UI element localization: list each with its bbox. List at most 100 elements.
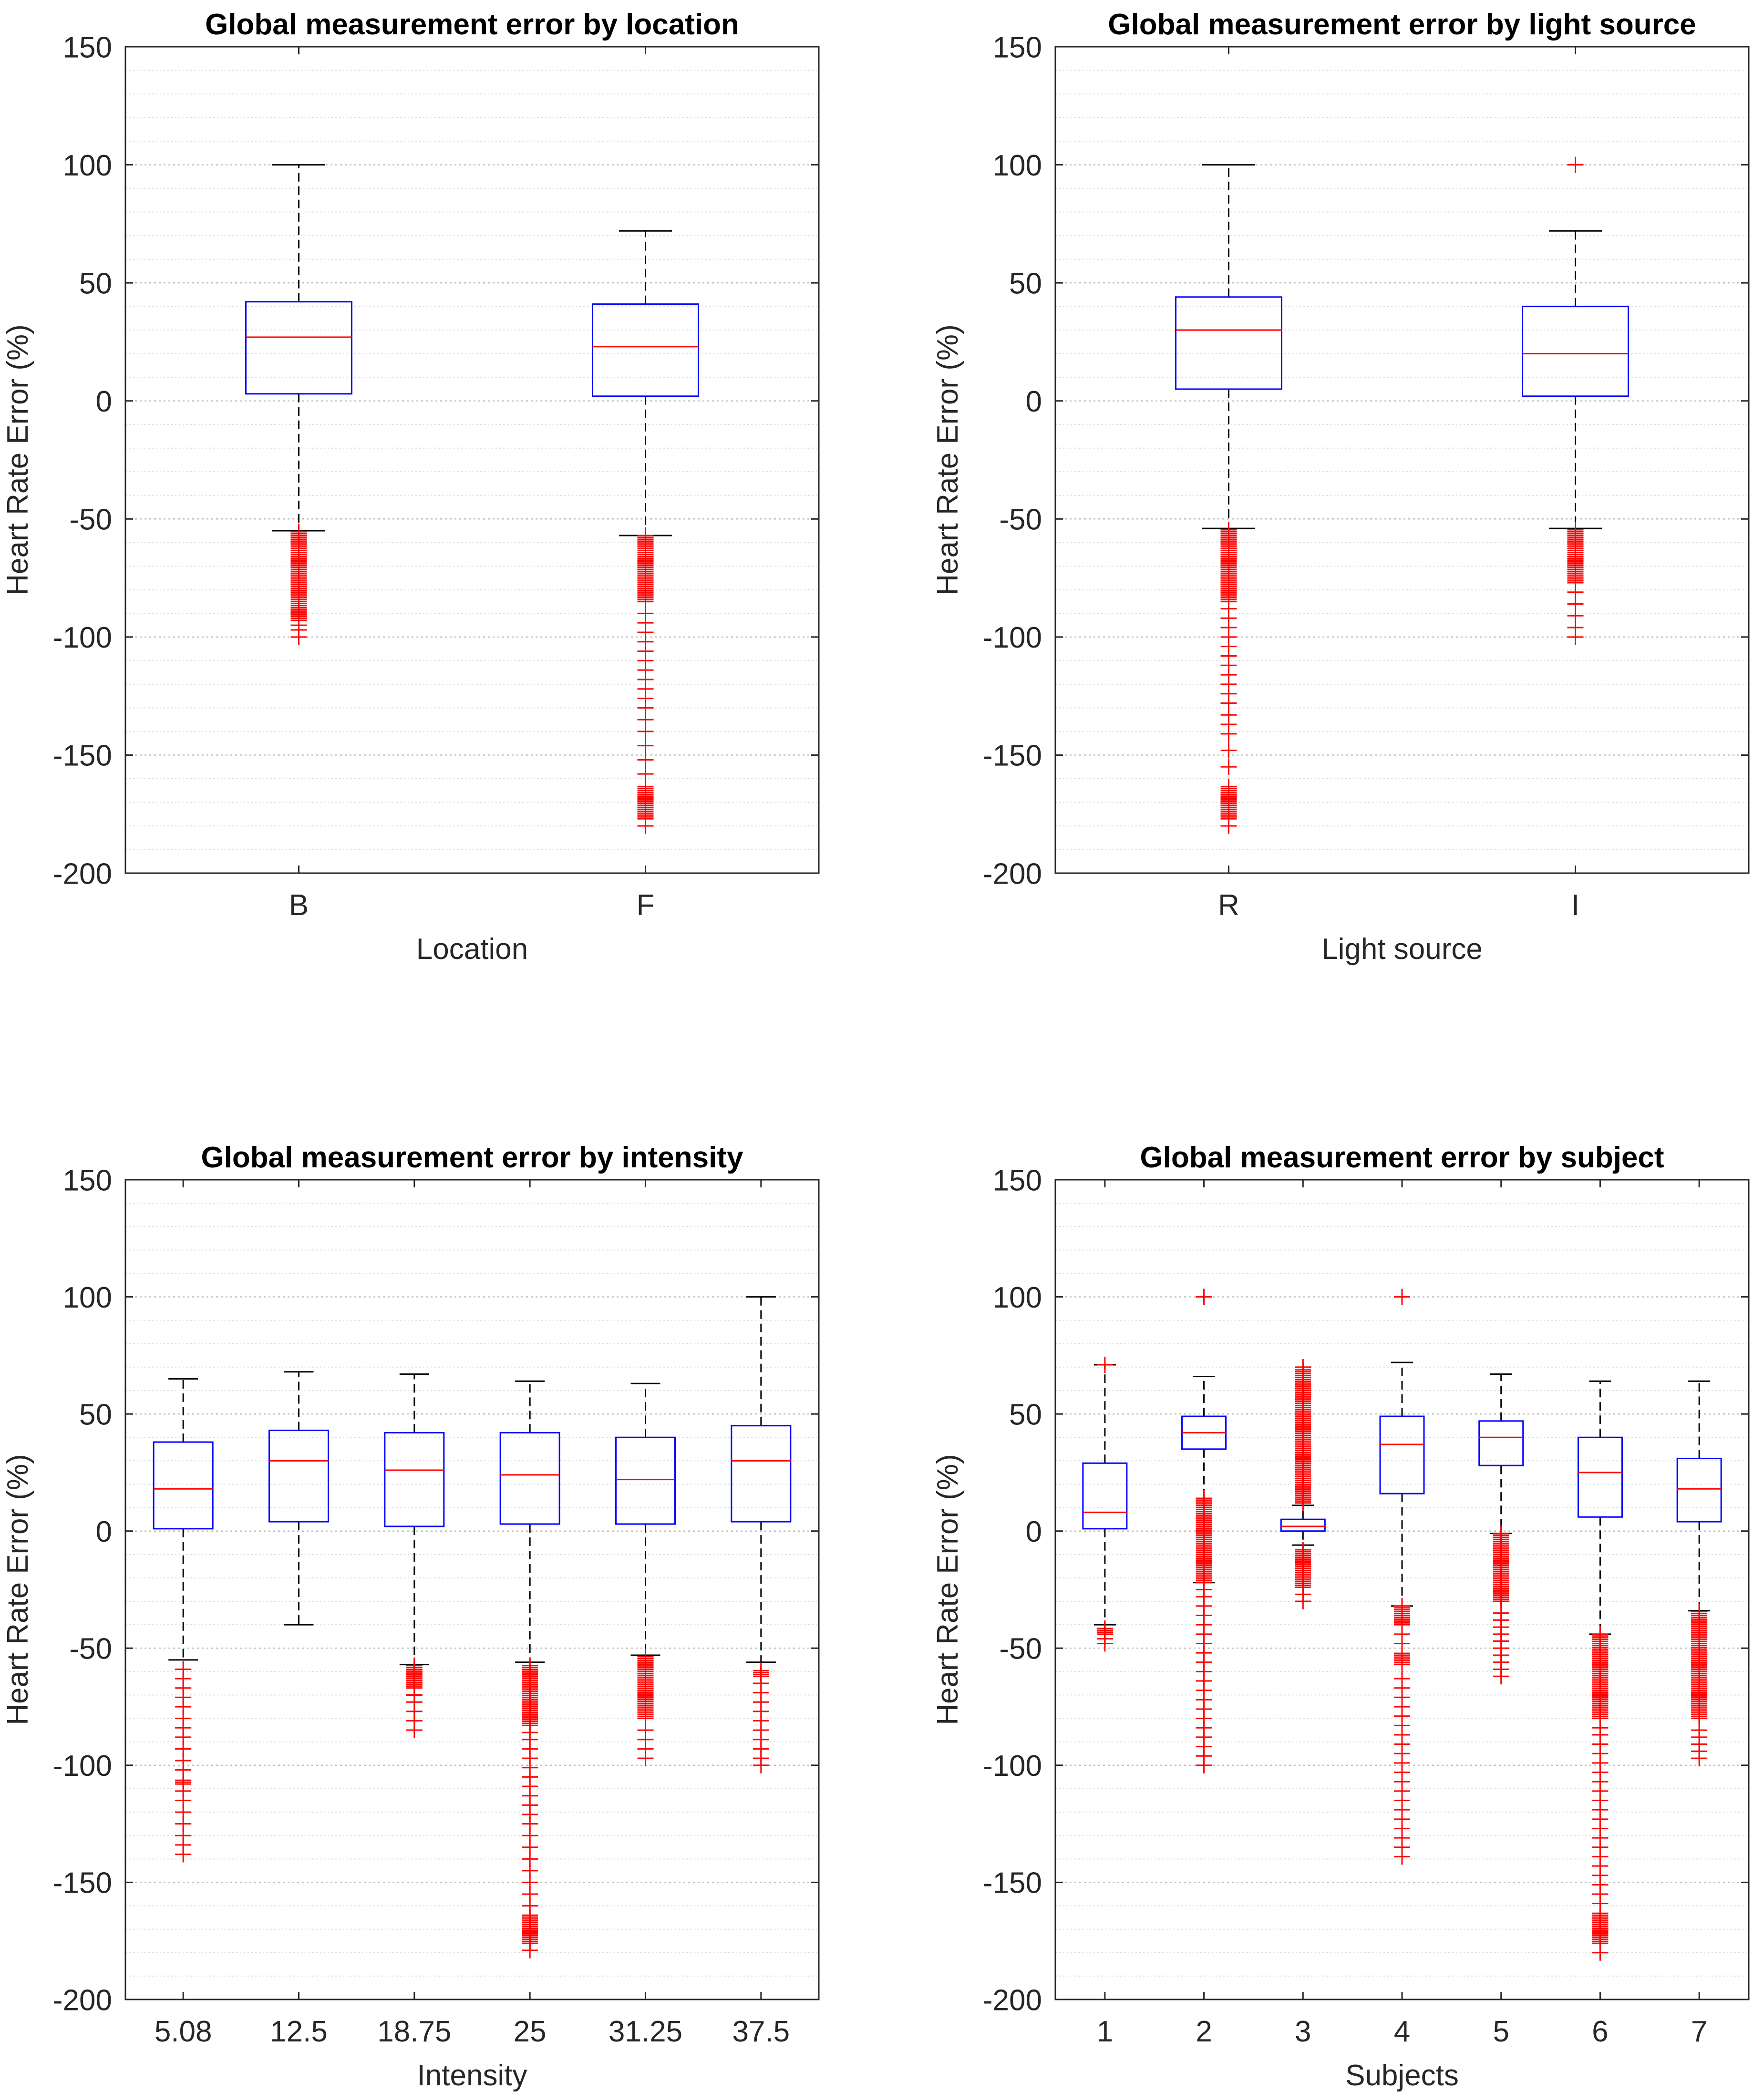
intensity-axes-frame [124, 1179, 820, 2000]
location-x-axis-label: Location [416, 933, 528, 966]
intensity-box [268, 1430, 329, 1523]
subject-y-tick-label: -100 [983, 1750, 1042, 1783]
light-source-x-tick-label: R [1218, 889, 1239, 922]
light-source-y-tick-label: -50 [999, 504, 1042, 536]
subject-outlier-marker [1295, 1586, 1311, 1603]
subject-y-tick-label: 0 [1026, 1515, 1042, 1548]
subject-outlier-marker [1196, 1490, 1212, 1506]
intensity-outlier-marker [522, 1657, 538, 1674]
light-source-y-tick-label: 0 [1026, 385, 1042, 418]
light-source-axes-frame [1054, 46, 1750, 874]
intensity-y-tick-label: -50 [69, 1633, 112, 1666]
light-source-outlier-marker [1220, 742, 1237, 759]
subject-y-tick-label: -150 [983, 1867, 1042, 1900]
location-outlier-marker [290, 617, 307, 634]
subject-outlier-marker [1394, 1288, 1410, 1305]
location-y-tick-label: -100 [53, 621, 112, 654]
subject-outlier-marker [1196, 1581, 1212, 1598]
subject-x-tick-label: 4 [1394, 2015, 1410, 2048]
location-y-tick-label: 0 [96, 385, 112, 418]
location-y-tick-label: -50 [69, 504, 112, 536]
intensity-x-tick-label: 12.5 [270, 2015, 328, 2048]
location-outlier-marker [290, 524, 307, 540]
intensity-x-tick-label: 5.08 [155, 2015, 212, 2048]
intensity-box [384, 1432, 445, 1527]
location-outlier-marker [637, 817, 654, 834]
subject-x-tick-label: 5 [1493, 2015, 1509, 2048]
subject-y-tick-label: 50 [1009, 1398, 1042, 1431]
light-source-outlier-marker [1567, 522, 1584, 538]
intensity-outlier-marker [753, 1675, 769, 1691]
subject-box [1082, 1462, 1128, 1530]
intensity-y-tick-label: -150 [53, 1867, 112, 1900]
subject-boxplot-panel: -200 -150 -100 -50 0 50 100 150 1 2 3 4 5 6 7 Subjects… [931, 1141, 1750, 2092]
intensity-x-axis-label: Intensity [417, 2059, 527, 2092]
subject-outlier-marker [1592, 1720, 1609, 1736]
intensity-outlier-marker [637, 1648, 654, 1665]
light-source-outlier-marker [1220, 759, 1237, 775]
light-source-outlier-marker [1220, 600, 1237, 617]
light-source-outlier-marker [1220, 522, 1237, 538]
intensity-y-tick-label: 100 [63, 1281, 112, 1314]
subject-chart-title: Global measurement error by subject [1140, 1141, 1664, 1174]
subject-box [1379, 1415, 1425, 1494]
subject-outlier-marker [1592, 1626, 1609, 1642]
light-source-x-tick-label: I [1571, 889, 1579, 922]
location-y-tick-label: -150 [53, 740, 112, 773]
subject-y-tick-label: -50 [999, 1633, 1042, 1666]
subject-outlier-marker [1394, 1626, 1410, 1642]
intensity-y-tick-label: 50 [79, 1398, 112, 1431]
subject-x-axis-label: Subjects [1345, 2059, 1459, 2092]
location-x-tick-label: F [637, 889, 655, 922]
light-source-box [1175, 296, 1282, 390]
intensity-x-tick-label: 37.5 [732, 2015, 790, 2048]
light-source-outlier-marker [1567, 156, 1584, 173]
light-source-outlier-marker [1220, 778, 1237, 795]
subject-x-tick-label: 1 [1097, 2015, 1113, 2048]
location-boxplot-panel: -200 -150 -100 -50 0 50 100 150 B F Location Heart… [1, 8, 820, 966]
location-outlier-marker [637, 752, 654, 768]
location-axes-frame [124, 46, 820, 874]
light-source-y-tick-label: -150 [983, 740, 1042, 773]
intensity-x-tick-label: 31.25 [609, 2015, 682, 2048]
subject-x-tick-label: 2 [1196, 2015, 1212, 2048]
light-source-y-tick-label: 150 [993, 31, 1042, 64]
intensity-outlier-marker [637, 1722, 654, 1739]
intensity-y-tick-label: 150 [63, 1164, 112, 1197]
intensity-chart-title: Global measurement error by intensity [201, 1141, 743, 1174]
intensity-box [499, 1432, 560, 1525]
intensity-outlier-marker [522, 1724, 538, 1741]
light-source-y-tick-label: -200 [983, 857, 1042, 890]
location-y-axis-label: Heart Rate Error (%) [1, 324, 34, 595]
intensity-box [731, 1425, 792, 1523]
subject-outlier-marker [1691, 1603, 1708, 1620]
subject-y-tick-label: 100 [993, 1281, 1042, 1314]
light-source-y-axis-label: Heart Rate Error (%) [931, 324, 964, 595]
location-outlier-marker [637, 527, 654, 544]
subject-outlier-marker [1493, 1525, 1509, 1542]
subject-outlier-marker [1394, 1670, 1410, 1687]
intensity-outlier-marker [406, 1657, 423, 1674]
subject-y-axis-label: Heart Rate Error (%) [931, 1454, 964, 1725]
subject-box [1676, 1457, 1722, 1523]
subject-outlier-marker [1096, 1630, 1113, 1647]
subject-x-tick-label: 7 [1691, 2015, 1707, 2048]
location-outlier-marker [637, 766, 654, 783]
intensity-box [153, 1441, 214, 1530]
light-source-y-tick-label: 50 [1009, 267, 1042, 300]
intensity-x-tick-label: 18.75 [377, 2015, 451, 2048]
intensity-y-tick-label: -200 [53, 1984, 112, 2017]
subject-y-tick-label: -200 [983, 1984, 1042, 2017]
location-outlier-marker [637, 737, 654, 754]
subject-outlier-marker [1295, 1542, 1311, 1558]
intensity-x-tick-label: 25 [514, 2015, 547, 2048]
location-outlier-marker [637, 605, 654, 622]
light-source-box [1522, 306, 1629, 397]
intensity-boxplot-panel: -200 -150 -100 -50 0 50 100 150 5.08 12.5 18.75 25 3… [1, 1141, 820, 2092]
subject-box [1478, 1420, 1524, 1466]
subject-outlier-marker [1394, 1597, 1410, 1614]
light-source-chart-title: Global measurement error by light source [1108, 8, 1696, 41]
subject-y-tick-label: 150 [993, 1164, 1042, 1197]
location-y-tick-label: -200 [53, 857, 112, 890]
